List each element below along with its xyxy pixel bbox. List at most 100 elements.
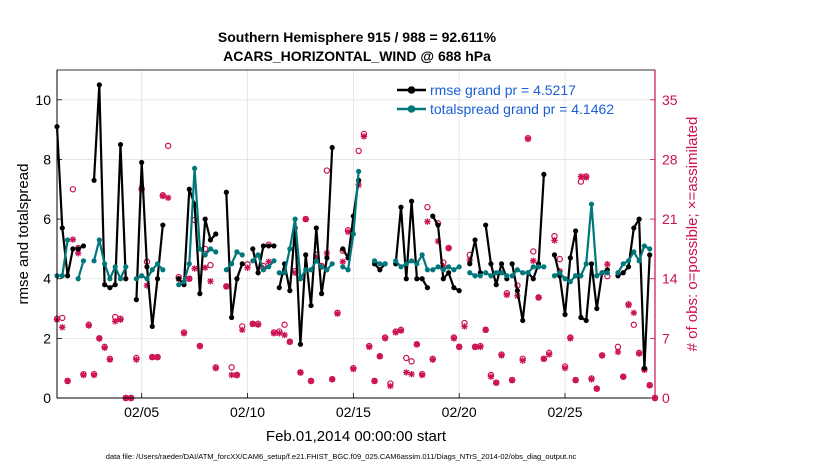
totalspread-point bbox=[213, 249, 219, 255]
obs-assimilated-marker bbox=[593, 385, 600, 392]
rmse-point bbox=[456, 288, 462, 294]
totalspread-point bbox=[599, 270, 605, 276]
obs-assimilated-marker bbox=[604, 261, 611, 268]
obs-assimilated-marker bbox=[291, 269, 299, 276]
rmse-point bbox=[483, 222, 489, 228]
rmse-point bbox=[250, 246, 256, 252]
totalspread-point bbox=[139, 273, 145, 279]
rmse-point bbox=[446, 270, 452, 276]
rmse-point bbox=[641, 365, 648, 371]
rmse-point bbox=[435, 222, 441, 228]
obs-assimilated-marker bbox=[186, 275, 193, 282]
rmse-point bbox=[551, 252, 558, 258]
rmse-point bbox=[472, 237, 478, 243]
obs-possible-marker bbox=[355, 147, 362, 155]
totalspread-point bbox=[297, 276, 304, 282]
rmse-point bbox=[149, 323, 155, 330]
rmse-point bbox=[451, 285, 457, 291]
obs-assimilated-marker bbox=[112, 318, 119, 325]
totalspread-point bbox=[498, 270, 505, 276]
totalspread-point bbox=[557, 270, 563, 276]
x-tick-label: 02/05 bbox=[124, 404, 159, 420]
rmse-point bbox=[186, 186, 192, 192]
rmse-point bbox=[567, 255, 573, 261]
obs-assimilated-marker bbox=[577, 173, 585, 180]
x-tick-label: 02/20 bbox=[442, 404, 477, 420]
totalspread-point bbox=[64, 237, 71, 243]
rmse-point bbox=[117, 141, 124, 148]
totalspread-point bbox=[467, 270, 473, 276]
totalspread-point bbox=[620, 261, 626, 267]
totalspread-point bbox=[615, 270, 621, 276]
totalspread-point bbox=[451, 267, 457, 273]
obs-assimilated-marker bbox=[106, 356, 114, 363]
totalspread-point bbox=[583, 261, 589, 267]
totalspread-point bbox=[435, 264, 441, 270]
obs-assimilated-marker bbox=[588, 376, 595, 383]
obs-assimilated-marker bbox=[96, 335, 103, 342]
totalspread-point bbox=[303, 267, 309, 273]
totalspread-point bbox=[276, 270, 282, 276]
obs-possible-marker bbox=[228, 364, 235, 371]
obs-assimilated-marker bbox=[493, 379, 500, 386]
obs-assimilated-marker bbox=[143, 282, 151, 289]
rmse-point bbox=[419, 276, 425, 282]
legend: rmse grand pr = 4.5217 totalspread grand… bbox=[397, 82, 614, 117]
obs-assimilated-marker bbox=[270, 330, 278, 337]
y-tick-label-right: 35 bbox=[662, 92, 678, 108]
totalspread-point bbox=[625, 258, 632, 264]
totalspread-point bbox=[80, 258, 87, 264]
rmse-point bbox=[620, 270, 626, 276]
rmse-point bbox=[223, 189, 229, 195]
y-axis-label-left: rmse and totalspread bbox=[15, 164, 32, 305]
rmse-point bbox=[59, 225, 65, 231]
totalspread-line-segment bbox=[77, 260, 85, 280]
obs-assimilated-marker bbox=[239, 326, 246, 334]
rmse-point bbox=[467, 261, 473, 267]
obs-possible-marker bbox=[408, 358, 415, 365]
rmse-point bbox=[308, 302, 314, 309]
obs-assimilated-marker bbox=[307, 377, 315, 385]
obs-assimilated-marker bbox=[74, 249, 82, 257]
obs-assimilated-marker bbox=[281, 331, 288, 339]
obs-assimilated-marker bbox=[265, 258, 272, 265]
rmse-point bbox=[414, 276, 420, 282]
obs-assimilated-marker bbox=[59, 324, 66, 331]
rmse-point bbox=[154, 276, 161, 282]
obs-assimilated-marker bbox=[429, 356, 436, 363]
obs-assimilated-marker bbox=[223, 283, 230, 290]
obs-assimilated-marker bbox=[85, 322, 92, 329]
legend-rmse-marker bbox=[407, 86, 416, 94]
rmse-point bbox=[239, 261, 245, 267]
obs-possible-marker bbox=[530, 248, 537, 255]
totalspread-point bbox=[123, 264, 129, 270]
totalspread-point bbox=[329, 261, 335, 267]
totalspread-point bbox=[488, 273, 494, 279]
obs-assimilated-marker bbox=[445, 244, 452, 252]
totalspread-point bbox=[292, 216, 298, 222]
obs-assimilated-marker bbox=[625, 301, 632, 309]
obs-assimilated-marker bbox=[567, 335, 574, 342]
obs-possible-marker bbox=[59, 314, 66, 322]
rmse-line-segment bbox=[135, 161, 164, 328]
obs-assimilated-marker bbox=[450, 335, 458, 342]
obs-assimilated-marker bbox=[519, 357, 526, 364]
totalspread-point bbox=[504, 273, 510, 279]
obs-assimilated-marker bbox=[471, 343, 479, 351]
totalspread-point bbox=[176, 282, 182, 288]
totalspread-point bbox=[149, 267, 155, 273]
rmse-point bbox=[498, 261, 505, 267]
obs-assimilated-marker bbox=[180, 330, 188, 337]
rmse-point bbox=[112, 282, 118, 288]
obs-assimilated-marker bbox=[350, 365, 357, 373]
totalspread-point bbox=[567, 279, 573, 285]
obs-assimilated-marker bbox=[630, 309, 638, 317]
rmse-point bbox=[588, 261, 595, 267]
totalspread-point bbox=[573, 273, 579, 279]
left-ticks: 0 2 4 6 8 10 bbox=[35, 92, 62, 406]
obs-assimilated-marker bbox=[620, 373, 627, 380]
obs-assimilated-marker bbox=[133, 356, 140, 363]
obs-assimilated-marker bbox=[207, 278, 214, 285]
totalspread-point bbox=[191, 165, 198, 171]
rmse-point bbox=[207, 237, 214, 243]
